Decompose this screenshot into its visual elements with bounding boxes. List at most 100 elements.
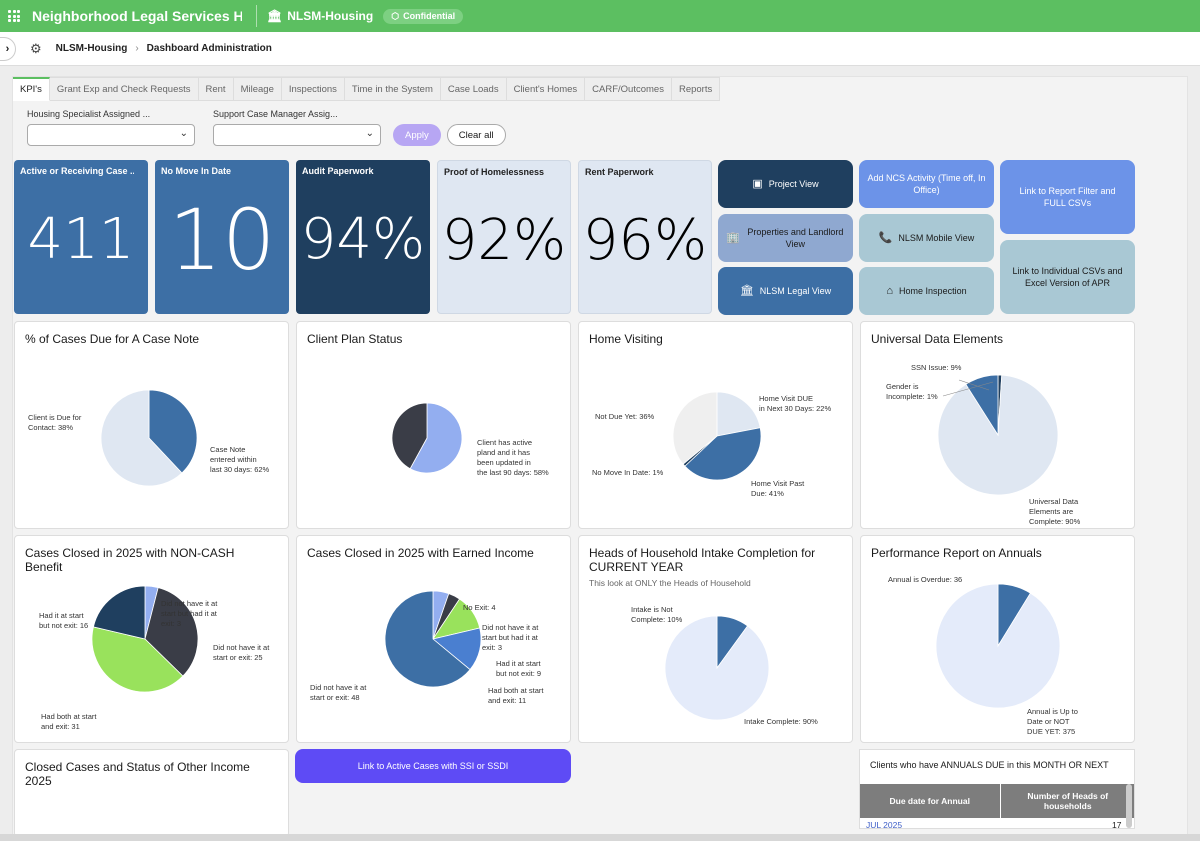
table-cell: 17 — [1112, 820, 1122, 829]
gear-icon[interactable]: ⚙ — [30, 40, 42, 56]
clear-all-button[interactable]: Clear all — [446, 124, 506, 146]
report-filter-link[interactable]: Link to Report Filter and FULL CSVs — [1000, 160, 1135, 234]
pie-slice[interactable] — [100, 389, 183, 487]
tab-case-loads[interactable]: Case Loads — [440, 77, 507, 101]
tab-grant-exp[interactable]: Grant Exp and Check Requests — [49, 77, 199, 101]
column-header[interactable]: Due date for Annual — [860, 784, 1001, 818]
slice-label: Complete: 10% — [631, 615, 683, 624]
slice-label: Client has active — [477, 438, 532, 447]
individual-csvs-link[interactable]: Link to Individual CSVs and Excel Versio… — [1000, 240, 1135, 314]
tab-mileage[interactable]: Mileage — [233, 77, 282, 101]
card-intake-completion: Heads of Household Intake Completion for… — [578, 535, 853, 743]
card-subtitle: This look at ONLY the Heads of Household — [589, 578, 751, 588]
pie-slice[interactable] — [384, 590, 471, 688]
pie-slice[interactable] — [409, 402, 463, 474]
button-label: Link to Report Filter and FULL CSVs — [1019, 186, 1116, 208]
slice-label: start or exit: 25 — [213, 653, 263, 662]
pie-chart: SSN Issue: 9% Gender is Incomplete: 1% U… — [886, 363, 1081, 526]
slice-label: but not exit: 16 — [39, 621, 88, 630]
table-title: Clients who have ANNUALS DUE in this MON… — [870, 760, 1109, 770]
chevron-down-icon: ⌄ — [365, 128, 374, 139]
mobile-view-button[interactable]: 📞 NLSM Mobile View — [859, 214, 994, 262]
housing-specialist-select[interactable]: ⌄ — [27, 124, 195, 146]
kpi-active-cases[interactable]: Active or Receiving Case ... 411 — [14, 160, 148, 314]
slice-label: No Move In Date: 1% — [592, 468, 664, 477]
pie-chart: Client has active pland and it has been … — [391, 402, 549, 477]
scrollbar[interactable] — [1126, 784, 1132, 828]
kpi-audit-paperwork[interactable]: Audit Paperwork 94% — [296, 160, 430, 314]
pie-slice[interactable] — [391, 402, 428, 470]
home-icon: ⌂ — [886, 285, 894, 297]
tab-reports[interactable]: Reports — [671, 77, 721, 101]
add-ncs-activity-button[interactable]: Add NCS Activity (Time off, In Office) — [859, 160, 994, 208]
divider — [256, 5, 257, 27]
pie-slice[interactable] — [935, 583, 1061, 709]
pie-slice[interactable] — [672, 391, 718, 465]
slice-label: Did not have it at — [482, 623, 539, 632]
pie-slice[interactable] — [144, 587, 199, 677]
breadcrumb-page: Dashboard Administration — [146, 43, 272, 54]
kpi-rent-paperwork[interactable]: Rent Paperwork 96% — [578, 160, 712, 314]
tab-carf-outcomes[interactable]: CARF/Outcomes — [585, 77, 672, 101]
card-title: % of Cases Due for A Case Note — [25, 332, 200, 346]
card-title: Home Visiting — [589, 332, 663, 346]
pie-slice[interactable] — [965, 374, 999, 437]
slices — [672, 391, 762, 481]
filter-housing-specialist: Housing Specialist Assigned ... ⌄ — [27, 109, 195, 146]
slice-label: Had it at start — [39, 611, 85, 620]
legal-view-button[interactable]: 🏛 NLSM Legal View — [718, 267, 853, 315]
ssi-ssdi-link-button[interactable]: Link to Active Cases with SSI or SSDI — [295, 749, 571, 783]
table-row[interactable]: JUL 2025 17 — [860, 818, 1134, 829]
workspace-name[interactable]: 🏛 NLSM-Housing — [267, 9, 373, 23]
kpi-proof-homelessness[interactable]: Proof of Homelessness 92% — [437, 160, 571, 314]
card-noncash-benefit: Cases Closed in 2025 with NON-CASH Benef… — [14, 535, 289, 743]
slices — [391, 402, 463, 474]
pie-slice[interactable] — [664, 615, 770, 721]
expand-sidebar-button[interactable]: › — [0, 36, 16, 61]
tab-time-in-system[interactable]: Time in the System — [344, 77, 441, 101]
bank-icon: 🏛 — [739, 285, 754, 297]
button-label: NLSM Legal View — [759, 286, 832, 296]
card-home-visiting: Home Visiting Not Due Yet: 36% Home Visi… — [578, 321, 853, 529]
slice-label: exit: 3 — [482, 643, 502, 652]
pie-chart: Annual is Overdue: 36 Annual is Up to Da… — [888, 575, 1078, 736]
slice-label: Had both at start — [41, 712, 97, 721]
slice-label: Annual is Overdue: 36 — [888, 575, 962, 584]
tab-clients-homes[interactable]: Client's Homes — [506, 77, 586, 101]
support-case-manager-select[interactable]: ⌄ — [213, 124, 381, 146]
properties-landlord-button[interactable]: 🏢 Properties and Landlord View — [718, 214, 853, 262]
pie-slice[interactable] — [716, 391, 761, 437]
pie-slice[interactable] — [91, 626, 184, 693]
breadcrumb-workspace[interactable]: NLSM-Housing — [55, 43, 128, 54]
slice-label: Did not have it at — [310, 683, 367, 692]
pie-slice[interactable] — [684, 427, 762, 481]
slice-label: and exit: 31 — [41, 722, 80, 731]
slice-label: Contact: 38% — [28, 423, 73, 432]
tab-kpis[interactable]: KPI's — [13, 77, 50, 101]
project-view-button[interactable]: ▣ Project View — [718, 160, 853, 208]
kpi-no-move-in[interactable]: No Move In Date 10 — [155, 160, 289, 314]
app-launcher-icon[interactable] — [8, 10, 20, 22]
card-title: Performance Report on Annuals — [871, 546, 1042, 560]
slice-label: start but had it at — [482, 633, 539, 642]
apply-button[interactable]: Apply — [393, 124, 441, 146]
card-title: Cases Closed in 2025 with NON-CASH Benef… — [25, 546, 235, 574]
table-cell[interactable]: JUL 2025 — [866, 820, 903, 829]
slice-label: Complete: 90% — [1029, 517, 1081, 526]
bottom-scrollbar[interactable] — [0, 834, 1200, 841]
column-header[interactable]: Number of Heads of households — [1000, 784, 1134, 818]
pie-slice[interactable] — [148, 389, 198, 474]
slices — [91, 585, 199, 693]
app-title[interactable]: Neighborhood Legal Services H... — [32, 8, 242, 24]
slice-label: Home Visit Past — [751, 479, 805, 488]
slice-label: but not exit: 9 — [496, 669, 541, 678]
slice-label: Did not have it at — [213, 643, 270, 652]
pie-slice[interactable] — [92, 585, 146, 640]
dashboard-canvas: KPI's Grant Exp and Check Requests Rent … — [12, 76, 1188, 837]
tab-inspections[interactable]: Inspections — [281, 77, 345, 101]
home-inspection-button[interactable]: ⌂ Home Inspection — [859, 267, 994, 315]
tab-rent[interactable]: Rent — [198, 77, 234, 101]
slice-label: Incomplete: 1% — [886, 392, 938, 401]
slice-label: entered within — [210, 455, 257, 464]
slice-label: Intake Complete: 90% — [744, 717, 818, 726]
